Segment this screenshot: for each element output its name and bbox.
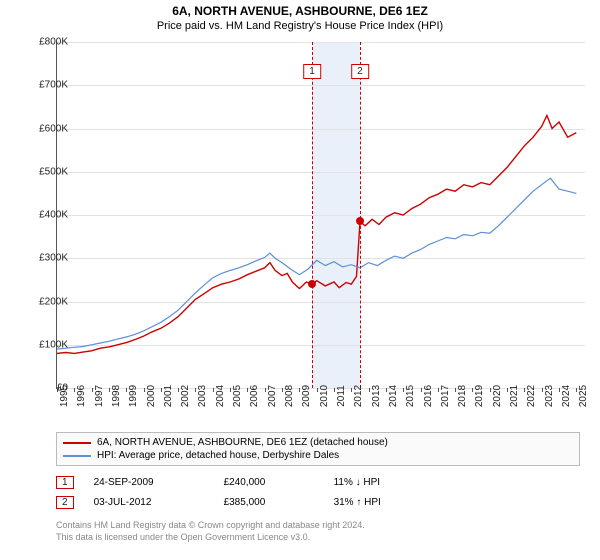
legend-label-hpi: HPI: Average price, detached house, Derb… (97, 450, 339, 461)
x-tick-label: 2000 (146, 385, 157, 407)
x-tick (213, 388, 214, 392)
x-tick (265, 388, 266, 392)
x-tick-label: 1996 (76, 385, 87, 407)
x-tick-label: 2021 (509, 385, 520, 407)
sale-price: £240,000 (224, 477, 334, 488)
y-tick-label: £400K (18, 210, 68, 221)
x-tick (161, 388, 162, 392)
x-tick-label: 2017 (440, 385, 451, 407)
series-line-property (57, 116, 576, 354)
x-tick-label: 1998 (111, 385, 122, 407)
y-tick-label: £500K (18, 166, 68, 177)
sales-row: 2 03-JUL-2012 £385,000 31% ↑ HPI (56, 492, 454, 512)
x-tick (92, 388, 93, 392)
x-tick-label: 2008 (284, 385, 295, 407)
x-tick-label: 2002 (180, 385, 191, 407)
x-tick-label: 2025 (578, 385, 589, 407)
x-tick (455, 388, 456, 392)
x-tick (369, 388, 370, 392)
x-tick-label: 2005 (232, 385, 243, 407)
y-tick-label: £100K (18, 339, 68, 350)
x-tick (438, 388, 439, 392)
y-tick-label: £300K (18, 253, 68, 264)
x-tick-label: 2020 (492, 385, 503, 407)
x-tick-label: 2018 (457, 385, 468, 407)
sale-vline (360, 42, 361, 388)
x-tick (507, 388, 508, 392)
x-tick-label: 1997 (94, 385, 105, 407)
x-tick-label: 1995 (59, 385, 70, 407)
x-tick (542, 388, 543, 392)
sale-dot (356, 217, 364, 225)
sales-row: 1 24-SEP-2009 £240,000 11% ↓ HPI (56, 472, 454, 492)
x-tick-label: 2019 (474, 385, 485, 407)
x-tick (317, 388, 318, 392)
y-tick-label: £700K (18, 80, 68, 91)
footer: Contains HM Land Registry data © Crown c… (56, 520, 365, 543)
series-line-hpi (57, 178, 576, 349)
x-tick-label: 2016 (423, 385, 434, 407)
x-tick (490, 388, 491, 392)
line-layer (57, 42, 585, 388)
x-tick (559, 388, 560, 392)
legend: 6A, NORTH AVENUE, ASHBOURNE, DE6 1EZ (de… (56, 432, 580, 466)
legend-item-hpi: HPI: Average price, detached house, Derb… (63, 449, 573, 462)
sale-delta: 31% ↑ HPI (334, 497, 454, 508)
x-tick-label: 2024 (561, 385, 572, 407)
legend-swatch-property (63, 442, 91, 444)
x-tick-label: 2006 (249, 385, 260, 407)
legend-swatch-hpi (63, 455, 91, 457)
x-tick-label: 2011 (336, 385, 347, 407)
sale-label-box: 1 (303, 64, 321, 79)
y-tick-label: £200K (18, 296, 68, 307)
x-tick-label: 2001 (163, 385, 174, 407)
x-tick-label: 2012 (353, 385, 364, 407)
x-tick-label: 2013 (371, 385, 382, 407)
x-tick (109, 388, 110, 392)
chart-title: 6A, NORTH AVENUE, ASHBOURNE, DE6 1EZ (0, 0, 600, 18)
x-tick (334, 388, 335, 392)
plot-area: 12 (56, 42, 585, 389)
y-tick-label: £800K (18, 37, 68, 48)
sale-label-box: 2 (351, 64, 369, 79)
y-tick-label: £600K (18, 123, 68, 134)
chart-subtitle: Price paid vs. HM Land Registry's House … (0, 18, 600, 36)
x-tick-label: 2007 (267, 385, 278, 407)
x-tick-label: 2010 (319, 385, 330, 407)
sale-date: 24-SEP-2009 (94, 477, 224, 488)
chart-container: 6A, NORTH AVENUE, ASHBOURNE, DE6 1EZ Pri… (0, 0, 600, 560)
sale-dot (308, 280, 316, 288)
sale-price: £385,000 (224, 497, 334, 508)
legend-label-property: 6A, NORTH AVENUE, ASHBOURNE, DE6 1EZ (de… (97, 437, 388, 448)
sale-delta: 11% ↓ HPI (334, 477, 454, 488)
footer-line2: This data is licensed under the Open Gov… (56, 532, 365, 544)
x-tick-label: 2015 (405, 385, 416, 407)
legend-item-property: 6A, NORTH AVENUE, ASHBOURNE, DE6 1EZ (de… (63, 436, 573, 449)
sale-marker-2: 2 (56, 496, 74, 509)
x-tick-label: 2003 (197, 385, 208, 407)
x-tick-label: 2004 (215, 385, 226, 407)
x-tick (144, 388, 145, 392)
x-tick-label: 2023 (544, 385, 555, 407)
x-tick (421, 388, 422, 392)
x-tick (386, 388, 387, 392)
sale-marker-1: 1 (56, 476, 74, 489)
x-tick-label: 2022 (526, 385, 537, 407)
sales-table: 1 24-SEP-2009 £240,000 11% ↓ HPI 2 03-JU… (56, 472, 454, 512)
x-tick-label: 2009 (301, 385, 312, 407)
sale-date: 03-JUL-2012 (94, 497, 224, 508)
sale-vline (312, 42, 313, 388)
x-tick-label: 1999 (128, 385, 139, 407)
x-tick-label: 2014 (388, 385, 399, 407)
x-tick (282, 388, 283, 392)
footer-line1: Contains HM Land Registry data © Crown c… (56, 520, 365, 532)
x-tick (230, 388, 231, 392)
